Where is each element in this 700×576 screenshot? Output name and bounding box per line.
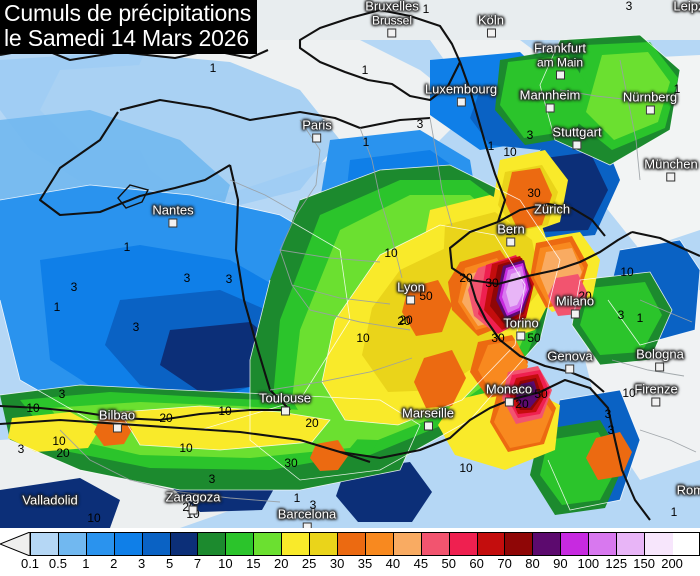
color-swatch bbox=[226, 533, 255, 555]
color-swatch bbox=[449, 533, 478, 555]
tick-label: 20 bbox=[274, 556, 289, 571]
tick-label: 70 bbox=[497, 556, 512, 571]
tick-label: 45 bbox=[413, 556, 429, 571]
map-canvas bbox=[0, 8, 700, 528]
tick-label: 150 bbox=[633, 556, 656, 571]
color-bar-tick-labels: 0.1 0.5 1 2 3 5 7 10 15 20 25 30 35 40 45 50 60 70 80 90 100… bbox=[0, 556, 700, 576]
color-scale-legend: 0.1 0.5 1 2 3 5 7 10 15 20 25 30 35 40 45 50 60 70 80 90 100… bbox=[0, 528, 700, 576]
tick-label: 7 bbox=[193, 556, 202, 571]
tick-label: 5 bbox=[165, 556, 174, 571]
tick-label: 40 bbox=[385, 556, 401, 571]
tick-label: 200 bbox=[661, 556, 683, 571]
tick-label: 35 bbox=[357, 556, 373, 571]
tick-label: 125 bbox=[605, 556, 628, 571]
map-title: Cumuls de précipitations le Samedi 14 Ma… bbox=[0, 0, 258, 54]
tick-label: 10 bbox=[218, 556, 233, 571]
tick-label: 0.1 bbox=[20, 556, 40, 571]
color-swatch bbox=[114, 533, 143, 555]
tick-label: 25 bbox=[301, 556, 317, 571]
color-swatch bbox=[31, 533, 59, 555]
color-swatch bbox=[170, 533, 199, 555]
color-swatch bbox=[421, 533, 450, 555]
color-swatch bbox=[644, 533, 673, 555]
color-swatch bbox=[589, 533, 618, 555]
tick-label: 1 bbox=[82, 556, 90, 571]
tick-label: 0.5 bbox=[48, 556, 67, 571]
color-swatch bbox=[533, 533, 562, 555]
tick-label: 80 bbox=[525, 556, 540, 571]
color-swatch bbox=[477, 533, 506, 555]
tick-label: 15 bbox=[246, 556, 261, 571]
color-bar-wrapper bbox=[0, 532, 700, 556]
underflow-arrow-icon bbox=[0, 532, 31, 556]
color-swatch bbox=[198, 533, 227, 555]
color-swatch bbox=[142, 533, 171, 555]
title-line-2: le Samedi 14 Mars 2026 bbox=[4, 24, 249, 51]
color-swatch bbox=[310, 533, 338, 555]
color-swatch bbox=[337, 533, 366, 555]
color-swatch bbox=[393, 533, 422, 555]
color-swatch bbox=[561, 533, 590, 555]
color-swatch bbox=[365, 533, 394, 555]
tick-label: 2 bbox=[110, 556, 118, 571]
color-swatch bbox=[254, 533, 283, 555]
color-swatch bbox=[86, 533, 115, 555]
precipitation-map[interactable]: 1 1 10 30 10 1 1 3 3 1 1 3 3 1 1 3 3 3 10 10 20 20 50 20 30 20 30 5… bbox=[0, 0, 700, 528]
color-swatch bbox=[617, 533, 645, 555]
title-line-1: Cumuls de précipitations bbox=[4, 0, 252, 26]
color-swatch bbox=[282, 533, 311, 555]
tick-label: 30 bbox=[329, 556, 345, 571]
tick-label: 90 bbox=[553, 556, 568, 571]
color-bar[interactable] bbox=[30, 532, 700, 556]
tick-label: 3 bbox=[138, 556, 146, 571]
color-swatch bbox=[58, 533, 87, 555]
tick-label: 100 bbox=[577, 556, 600, 571]
tick-label: 50 bbox=[441, 556, 456, 571]
color-swatch bbox=[505, 533, 534, 555]
tick-label: 60 bbox=[469, 556, 484, 571]
